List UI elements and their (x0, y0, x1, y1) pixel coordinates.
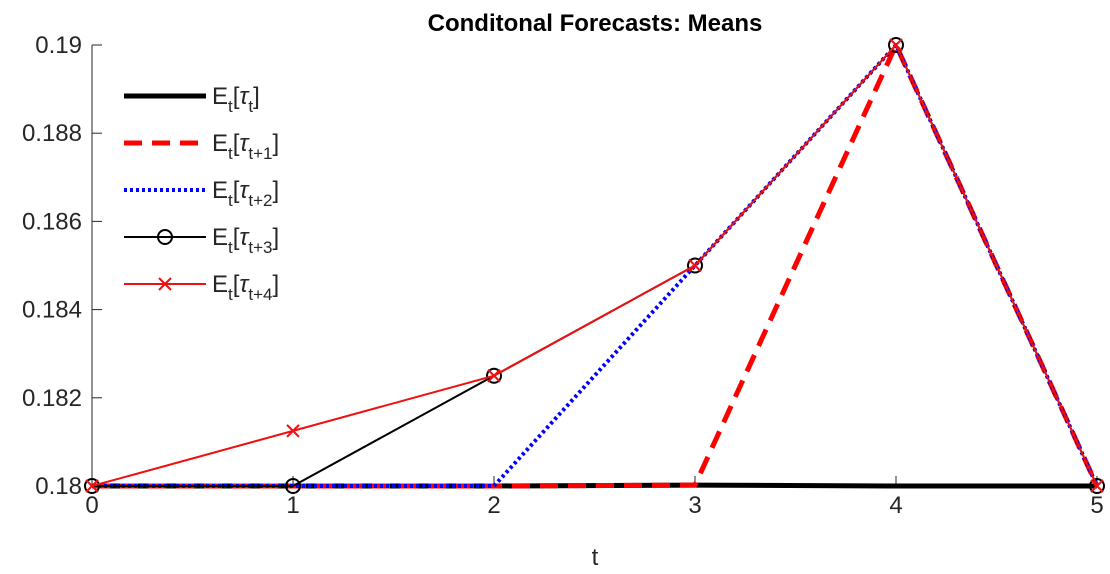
y-tick-label: 0.19 (35, 32, 82, 59)
legend: Et[τt] Et[τt+1] Et[τt+2] Et[τt+3] Et[τt+4] (124, 83, 279, 304)
x-marker-stroke (286, 424, 300, 438)
x-tick-label: 4 (889, 492, 902, 519)
x-tick-label: 2 (487, 492, 500, 519)
data-point-marker (1090, 479, 1104, 493)
legend-entry: Et[τt+4] (124, 271, 279, 304)
y-tick-label: 0.184 (22, 297, 82, 324)
data-point-marker (84, 478, 100, 494)
x-marker-stroke (487, 369, 501, 383)
data-point-marker (688, 258, 702, 273)
series-line (92, 43, 1099, 488)
data-point-marker (286, 424, 300, 438)
legend-marker (157, 229, 173, 245)
data-point-marker (687, 257, 703, 274)
x-marker-stroke (158, 277, 172, 291)
legend-label: Et[τt+1] (212, 130, 279, 163)
legend-marker (158, 277, 172, 291)
y-tick-label: 0.188 (22, 120, 82, 147)
data-point-marker (486, 367, 502, 384)
x-marker-stroke (889, 38, 903, 52)
series-line (92, 42, 1100, 489)
legend-label: Et[τt+3] (212, 224, 279, 257)
legend-label: Et[τt] (212, 83, 260, 116)
x-marker-stroke (688, 258, 702, 273)
x-axis-label: t (592, 544, 599, 571)
x-tick-label: 1 (286, 492, 299, 519)
series-group (84, 37, 1105, 494)
series-3 (92, 43, 1099, 488)
series-2 (92, 42, 1100, 489)
x-marker-stroke (1090, 479, 1104, 493)
legend-entry: Et[τt+1] (124, 130, 279, 163)
data-point-marker (889, 38, 903, 52)
x-tick-label: 0 (85, 492, 98, 519)
data-point-marker (888, 37, 904, 53)
legend-entry: Et[τt] (124, 83, 260, 116)
data-point-marker (487, 369, 501, 383)
axes: 0 1 2 3 4 5 0.18 0.182 0.184 0.186 0.188 0.19 (22, 32, 1104, 519)
x-tick-label: 3 (688, 492, 701, 519)
y-tick-label: 0.18 (35, 473, 82, 500)
data-point-marker (85, 479, 99, 493)
data-point-marker (1089, 478, 1105, 494)
series-line (91, 44, 1098, 487)
chart-title: Conditonal Forecasts: Means (428, 10, 763, 37)
x-tick-label: 5 (1090, 492, 1103, 519)
legend-entry: Et[τt+2] (124, 177, 279, 210)
x-marker-stroke (85, 479, 99, 493)
y-tick-label: 0.182 (22, 385, 82, 412)
legend-label: Et[τt+2] (212, 177, 279, 210)
series-5 (85, 38, 1104, 493)
data-point-marker (285, 478, 301, 494)
legend-label: Et[τt+4] (212, 271, 279, 304)
legend-entry: Et[τt+3] (124, 224, 279, 257)
y-tick-label: 0.186 (22, 208, 82, 235)
series-line (92, 44, 1098, 487)
